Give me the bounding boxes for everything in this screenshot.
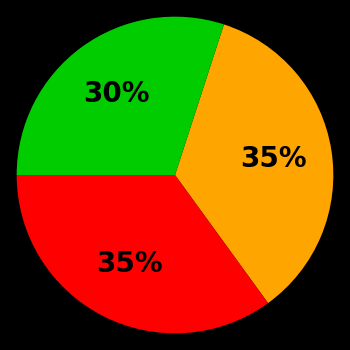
- Text: 30%: 30%: [83, 80, 149, 108]
- Text: 35%: 35%: [96, 250, 163, 278]
- Wedge shape: [17, 17, 224, 175]
- Text: 35%: 35%: [240, 145, 307, 173]
- Wedge shape: [175, 25, 333, 303]
- Wedge shape: [17, 175, 268, 333]
